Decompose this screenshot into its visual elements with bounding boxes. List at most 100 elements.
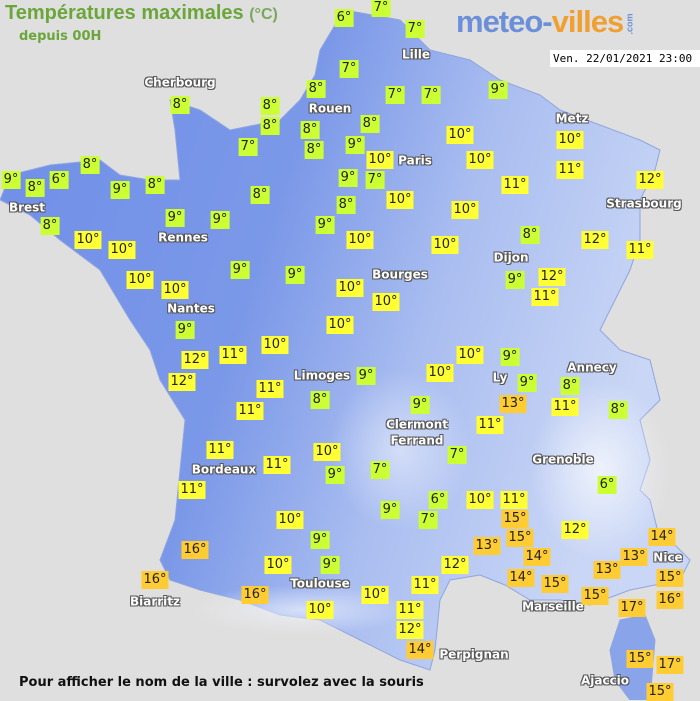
- temperature-label[interactable]: 6°: [334, 9, 354, 27]
- temperature-label[interactable]: 11°: [531, 288, 559, 306]
- temperature-label[interactable]: 10°: [446, 126, 474, 144]
- temperature-label[interactable]: 10°: [426, 364, 454, 382]
- temperature-label[interactable]: 12°: [561, 521, 589, 539]
- temperature-label[interactable]: 7°: [385, 86, 405, 104]
- temperature-label[interactable]: 15°: [626, 650, 654, 668]
- temperature-label[interactable]: 9°: [210, 211, 230, 229]
- temperature-label[interactable]: 7°: [339, 60, 359, 78]
- temperature-label[interactable]: 11°: [556, 161, 584, 179]
- temperature-label[interactable]: 10°: [361, 586, 389, 604]
- temperature-label[interactable]: 10°: [466, 491, 494, 509]
- temperature-label[interactable]: 11°: [501, 176, 529, 194]
- temperature-label[interactable]: 10°: [161, 281, 189, 299]
- temperature-label[interactable]: 9°: [488, 81, 508, 99]
- temperature-label[interactable]: 9°: [338, 169, 358, 187]
- temperature-label[interactable]: 8°: [250, 186, 270, 204]
- temperature-label[interactable]: 11°: [206, 441, 234, 459]
- temperature-label[interactable]: 8°: [560, 377, 580, 395]
- temperature-label[interactable]: 12°: [636, 171, 664, 189]
- temperature-label[interactable]: 13°: [620, 548, 648, 566]
- temperature-label[interactable]: 9°: [356, 367, 376, 385]
- temperature-label[interactable]: 12°: [181, 351, 209, 369]
- temperature-label[interactable]: 10°: [74, 231, 102, 249]
- temperature-label[interactable]: 9°: [310, 531, 330, 549]
- temperature-label[interactable]: 9°: [315, 216, 335, 234]
- temperature-label[interactable]: 9°: [325, 466, 345, 484]
- temperature-label[interactable]: 9°: [110, 181, 130, 199]
- temperature-label[interactable]: 8°: [306, 80, 326, 98]
- temperature-label[interactable]: 11°: [476, 416, 504, 434]
- temperature-label[interactable]: 15°: [501, 510, 529, 528]
- temperature-label[interactable]: 8°: [300, 121, 320, 139]
- temperature-label[interactable]: 10°: [108, 241, 136, 259]
- temperature-label[interactable]: 17°: [656, 656, 684, 674]
- temperature-label[interactable]: 10°: [261, 336, 289, 354]
- temperature-label[interactable]: 11°: [500, 491, 528, 509]
- temperature-label[interactable]: 7°: [370, 461, 390, 479]
- temperature-label[interactable]: 8°: [40, 217, 60, 235]
- temperature-label[interactable]: 7°: [371, 0, 391, 17]
- temperature-label[interactable]: 17°: [618, 599, 646, 617]
- temperature-label[interactable]: 14°: [648, 528, 676, 546]
- temperature-label[interactable]: 13°: [593, 561, 621, 579]
- temperature-label[interactable]: 6°: [428, 491, 448, 509]
- temperature-label[interactable]: 9°: [175, 321, 195, 339]
- meteo-villes-logo[interactable]: meteo-villes .com: [456, 4, 640, 42]
- temperature-label[interactable]: 10°: [556, 131, 584, 149]
- temperature-label[interactable]: 8°: [360, 115, 380, 133]
- temperature-label[interactable]: 11°: [219, 346, 247, 364]
- temperature-label[interactable]: 11°: [411, 576, 439, 594]
- temperature-label[interactable]: 11°: [626, 241, 654, 259]
- temperature-label[interactable]: 10°: [346, 231, 374, 249]
- temperature-label[interactable]: 6°: [597, 476, 617, 494]
- temperature-label[interactable]: 9°: [165, 209, 185, 227]
- temperature-label[interactable]: 12°: [581, 231, 609, 249]
- temperature-label[interactable]: 9°: [230, 261, 250, 279]
- temperature-label[interactable]: 9°: [410, 396, 430, 414]
- temperature-label[interactable]: 11°: [178, 481, 206, 499]
- temperature-label[interactable]: 11°: [263, 456, 291, 474]
- temperature-label[interactable]: 15°: [506, 529, 534, 547]
- temperature-label[interactable]: 13°: [499, 395, 527, 413]
- temperature-label[interactable]: 10°: [366, 151, 394, 169]
- temperature-label[interactable]: 8°: [145, 176, 165, 194]
- temperature-label[interactable]: 8°: [336, 196, 356, 214]
- temperature-label[interactable]: 8°: [310, 391, 330, 409]
- temperature-label[interactable]: 9°: [500, 348, 520, 366]
- temperature-label[interactable]: 10°: [431, 236, 459, 254]
- temperature-label[interactable]: 11°: [236, 402, 264, 420]
- temperature-label[interactable]: 16°: [656, 591, 684, 609]
- temperature-label[interactable]: 9°: [517, 374, 537, 392]
- temperature-label[interactable]: 14°: [523, 548, 551, 566]
- temperature-label[interactable]: 6°: [49, 171, 69, 189]
- temperature-label[interactable]: 13°: [473, 537, 501, 555]
- temperature-label[interactable]: 10°: [466, 151, 494, 169]
- temperature-label[interactable]: 9°: [380, 501, 400, 519]
- temperature-label[interactable]: 10°: [313, 443, 341, 461]
- temperature-label[interactable]: 10°: [451, 201, 479, 219]
- temperature-label[interactable]: 8°: [80, 156, 100, 174]
- temperature-label[interactable]: 14°: [507, 569, 535, 587]
- temperature-label[interactable]: 11°: [256, 380, 284, 398]
- temperature-label[interactable]: 15°: [541, 575, 569, 593]
- temperature-label[interactable]: 14°: [406, 641, 434, 659]
- temperature-label[interactable]: 9°: [285, 266, 305, 284]
- temperature-label[interactable]: 15°: [646, 683, 674, 701]
- temperature-label[interactable]: 10°: [372, 293, 400, 311]
- temperature-label[interactable]: 10°: [456, 346, 484, 364]
- temperature-label[interactable]: 16°: [141, 571, 169, 589]
- temperature-label[interactable]: 16°: [241, 586, 269, 604]
- temperature-label[interactable]: 9°: [505, 271, 525, 289]
- temperature-label[interactable]: 8°: [304, 141, 324, 159]
- temperature-label[interactable]: 10°: [264, 556, 292, 574]
- temperature-label[interactable]: 8°: [520, 226, 540, 244]
- temperature-label[interactable]: 7°: [421, 86, 441, 104]
- temperature-label[interactable]: 8°: [260, 117, 280, 135]
- temperature-label[interactable]: 8°: [608, 401, 628, 419]
- temperature-label[interactable]: 11°: [551, 398, 579, 416]
- temperature-label[interactable]: 9°: [345, 136, 365, 154]
- temperature-label[interactable]: 10°: [386, 191, 414, 209]
- temperature-label[interactable]: 9°: [1, 171, 21, 189]
- temperature-label[interactable]: 12°: [168, 373, 196, 391]
- temperature-label[interactable]: 10°: [306, 601, 334, 619]
